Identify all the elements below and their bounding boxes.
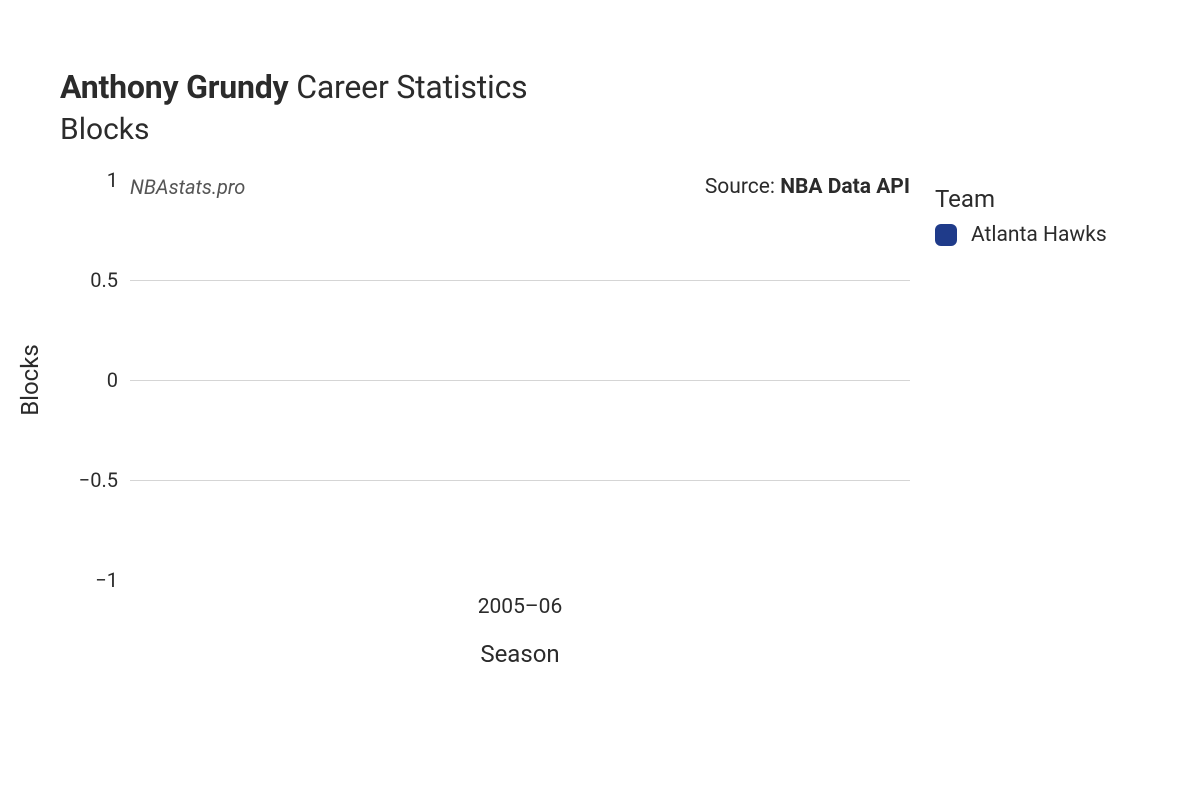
source-label: Source: NBA Data API <box>705 175 910 199</box>
legend-title: Team <box>935 185 1107 213</box>
y-tick-label: 0 <box>107 368 118 392</box>
source-name: NBA Data API <box>780 175 910 199</box>
gridline <box>130 280 910 281</box>
y-tick-label: −1 <box>95 568 118 592</box>
title-suffix: Career Statistics <box>296 68 527 106</box>
player-name: Anthony Grundy <box>60 68 288 106</box>
y-tick-label: 0.5 <box>90 268 118 292</box>
legend: Team Atlanta Hawks <box>935 185 1107 247</box>
x-axis-title: Season <box>480 640 559 668</box>
y-tick-label: −0.5 <box>79 468 118 492</box>
gridline <box>130 380 910 381</box>
legend-item-label: Atlanta Hawks <box>971 223 1107 247</box>
chart-title: Anthony Grundy Career Statistics <box>60 68 527 106</box>
chart-subtitle: Blocks <box>60 112 527 147</box>
legend-swatch <box>935 224 957 246</box>
y-tick-label: 1 <box>107 168 118 192</box>
gridline <box>130 480 910 481</box>
source-prefix: Source: <box>705 175 780 199</box>
y-axis-title: Blocks <box>16 344 44 416</box>
plot-area: NBAstats.pro Source: NBA Data API Season… <box>130 180 910 580</box>
chart-title-block: Anthony Grundy Career Statistics Blocks <box>60 68 527 147</box>
x-tick-label: 2005–06 <box>478 595 563 619</box>
career-stats-chart: Anthony Grundy Career Statistics Blocks … <box>0 0 1200 800</box>
watermark-label: NBAstats.pro <box>130 175 245 199</box>
legend-item: Atlanta Hawks <box>935 223 1107 247</box>
